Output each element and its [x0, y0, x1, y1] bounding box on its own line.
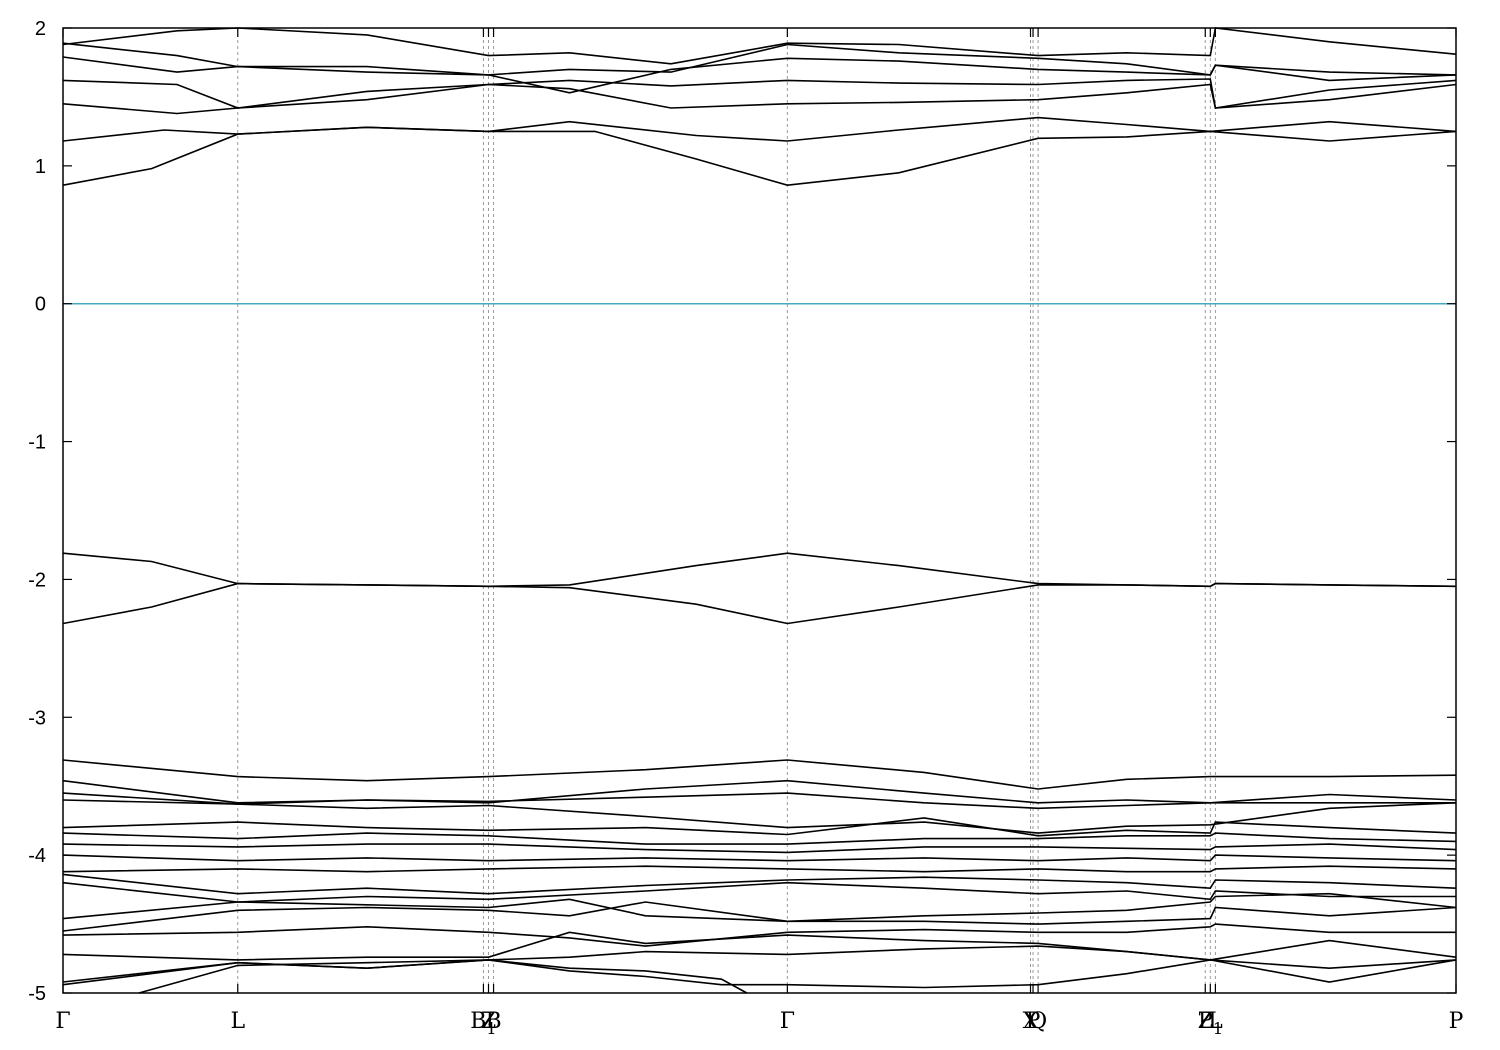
- axis-ticks: [62, 27, 1457, 994]
- y-tick-label: -3: [28, 707, 46, 729]
- y-tick-label: -2: [28, 569, 46, 591]
- band-line: [62, 799, 1457, 834]
- kpoint-label: B: [485, 1009, 501, 1034]
- band-line: [62, 42, 1457, 76]
- kpoint-label: Γ: [780, 1009, 795, 1034]
- band-line: [62, 923, 1456, 947]
- kpoint-label: X: [1023, 1009, 1039, 1034]
- kpoint-label: L: [230, 1009, 245, 1034]
- band-line: [62, 817, 1457, 837]
- band-line: [62, 865, 1457, 873]
- kpoint-label: P: [1198, 1009, 1213, 1034]
- kpoint-label: Γ: [55, 1009, 70, 1034]
- kpoint-label: Z1: [1198, 1009, 1223, 1038]
- kpoint-gridlines: [237, 28, 1216, 993]
- band-line: [62, 931, 1457, 961]
- band-line: [62, 901, 1457, 932]
- band-line: [62, 83, 1457, 115]
- band-line: [62, 843, 1457, 854]
- band-line: [62, 892, 1457, 923]
- y-tick-label: 1: [35, 156, 46, 178]
- band-line: [62, 582, 1457, 625]
- band-line: [62, 78, 1457, 109]
- band-line: [138, 959, 748, 994]
- kpoint-label: L: [1208, 1009, 1223, 1034]
- band-line: [62, 27, 1457, 65]
- band-line: [62, 792, 1457, 810]
- y-tick-label: -5: [28, 983, 46, 1005]
- bands: [62, 27, 1457, 994]
- band-line: [62, 116, 1457, 142]
- y-tick-label: 0: [35, 294, 46, 316]
- kpoint-label: Q: [1029, 1009, 1047, 1034]
- band-line: [62, 873, 1457, 895]
- kpoint-label: P: [1026, 1009, 1041, 1034]
- kpoint-label-subscript: 1: [1213, 1019, 1223, 1038]
- band-line: [62, 959, 1457, 989]
- kpoint-label: Z: [481, 1009, 496, 1034]
- band-line: [62, 881, 1456, 903]
- band-line: [62, 56, 1457, 94]
- band-line: [62, 854, 1457, 862]
- y-tick-label: 2: [35, 18, 46, 40]
- band-line: [62, 759, 1457, 790]
- y-tick-label: -4: [28, 845, 46, 867]
- band-line: [62, 832, 1457, 845]
- y-axis-tick-labels: 2 1 0 -1 -2 -3 -4 -5: [28, 18, 46, 1005]
- plot-frame: [62, 27, 1457, 994]
- y-tick-label: -1: [28, 432, 46, 454]
- band-line: [62, 552, 1457, 588]
- band-line: [62, 126, 1457, 187]
- kpoint-label: P: [1449, 1009, 1464, 1034]
- kpoint-label-subscript: 1: [486, 1019, 496, 1038]
